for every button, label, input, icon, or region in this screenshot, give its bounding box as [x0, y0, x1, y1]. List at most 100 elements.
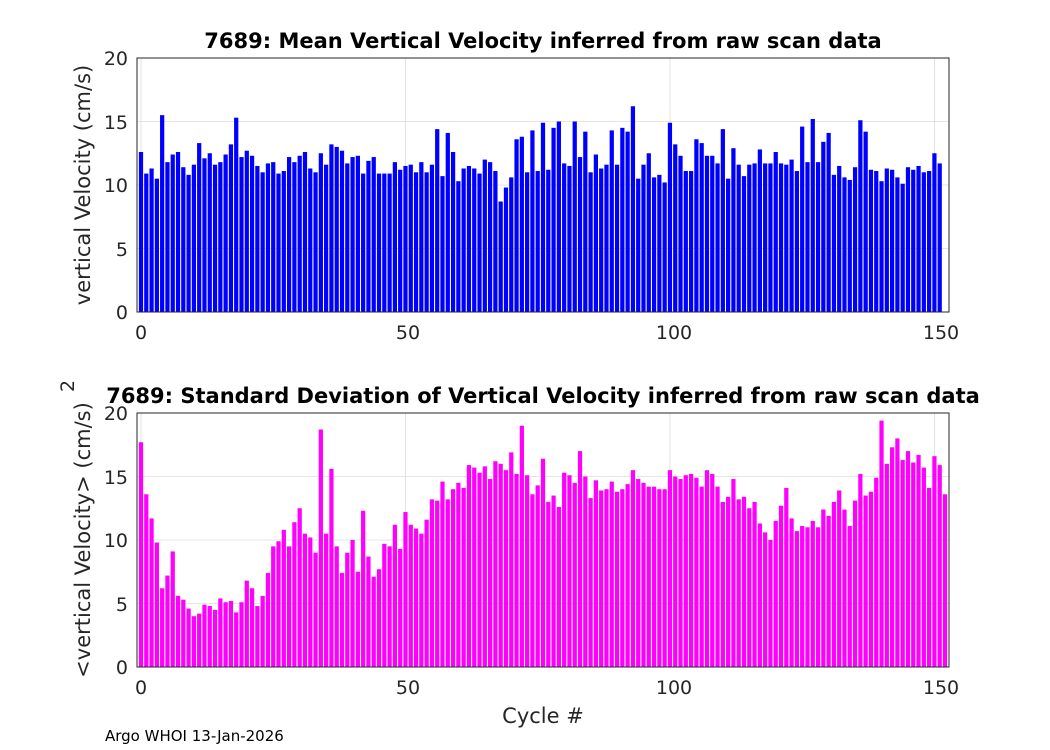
bar: [715, 486, 720, 667]
bar: [868, 491, 874, 667]
bar: [726, 178, 731, 312]
bar: [921, 172, 926, 312]
x-tick-label: 150: [923, 322, 959, 344]
bar: [255, 165, 260, 312]
bar: [276, 173, 281, 312]
bar: [313, 172, 318, 312]
y-axis-label: vertical Velocity (cm/s): [71, 65, 95, 305]
bar: [456, 181, 461, 312]
y-tick-label: 10: [104, 175, 128, 197]
bar: [334, 146, 339, 312]
bar: [419, 162, 424, 312]
bar: [704, 470, 710, 667]
bar: [810, 118, 815, 313]
bar: [197, 143, 202, 312]
bar: [773, 151, 778, 312]
y-tick-label: 20: [104, 403, 128, 425]
bar: [281, 171, 286, 312]
bar: [768, 163, 773, 312]
y-tick-label: 5: [116, 239, 128, 261]
bar: [747, 164, 752, 312]
bar: [636, 178, 641, 312]
bar: [339, 150, 345, 312]
bar: [837, 490, 842, 667]
bar: [625, 131, 630, 312]
bar: [630, 470, 636, 667]
bar: [683, 475, 688, 667]
bar-series-mean: [138, 106, 942, 313]
bar: [625, 484, 630, 667]
bar: [175, 595, 181, 667]
bar: [535, 171, 540, 312]
bar: [863, 131, 868, 312]
bar: [821, 509, 826, 667]
bar: [181, 167, 186, 312]
bar: [815, 527, 821, 667]
bar: [308, 168, 313, 312]
bar: [921, 467, 926, 667]
bar: [487, 479, 493, 667]
bar: [879, 420, 884, 667]
y-tick-label: 20: [104, 48, 128, 70]
bar: [292, 162, 297, 312]
y-tick-labels: 0 5 10 15 20: [104, 48, 128, 324]
bar: [778, 163, 784, 312]
bar: [937, 465, 942, 667]
bar: [212, 609, 218, 667]
bar: [800, 126, 805, 312]
x-axis-label: Cycle #: [502, 704, 584, 728]
bar: [556, 506, 561, 667]
bar: [911, 462, 916, 667]
bar: [477, 173, 482, 312]
bar: [683, 171, 688, 312]
bar: [879, 181, 884, 312]
bar: [593, 480, 599, 667]
bar: [773, 520, 778, 667]
bar: [461, 168, 466, 312]
x-tick-label: 150: [923, 677, 959, 699]
bar: [424, 172, 429, 312]
bar: [318, 153, 323, 312]
y-tick-label: 0: [116, 657, 128, 679]
bar: [435, 129, 440, 312]
bar: [160, 588, 165, 667]
bar: [688, 473, 694, 667]
bar: [641, 482, 646, 667]
mean-velocity-chart: 7689: Mean Vertical Velocity inferred fr…: [71, 29, 959, 344]
bar: [604, 164, 609, 312]
bar: [519, 425, 524, 667]
bar: [244, 150, 249, 312]
bar: [752, 163, 757, 312]
bar: [466, 165, 472, 312]
bar: [731, 479, 736, 667]
bar: [371, 576, 376, 667]
bar: [678, 479, 683, 667]
bar: [842, 509, 847, 667]
x-tick-label: 100: [656, 677, 692, 699]
bar: [387, 546, 392, 667]
bar: [831, 501, 837, 667]
chart-title: 7689: Mean Vertical Velocity inferred fr…: [204, 29, 881, 53]
bar: [837, 165, 842, 312]
bar: [525, 475, 530, 667]
bar: [858, 473, 863, 667]
bar: [651, 177, 657, 312]
bar: [181, 599, 186, 667]
bar: [466, 465, 472, 667]
bar: [366, 160, 371, 312]
bar: [530, 130, 535, 312]
bar: [530, 494, 535, 667]
bar: [186, 174, 191, 312]
bar: [662, 182, 667, 312]
bar: [699, 143, 704, 312]
bar: [805, 162, 810, 312]
bar: [747, 508, 752, 667]
bar: [604, 489, 609, 667]
chart-title: 7689: Standard Deviation of Vertical Vel…: [106, 384, 980, 408]
bar: [212, 164, 218, 312]
bar: [509, 177, 514, 312]
std-velocity-chart: 7689: Standard Deviation of Vertical Vel…: [57, 380, 980, 728]
y-tick-labels: 0 5 10 15 20: [104, 403, 128, 679]
bar: [408, 164, 413, 312]
